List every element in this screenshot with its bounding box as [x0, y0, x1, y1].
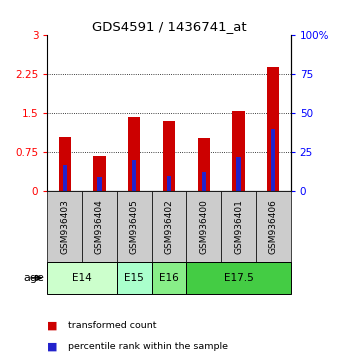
Bar	[167, 176, 171, 191]
Bar	[271, 129, 275, 191]
Text: GSM936400: GSM936400	[199, 199, 208, 254]
Text: E14: E14	[72, 273, 92, 283]
Bar	[132, 160, 136, 191]
Bar	[152, 191, 186, 262]
Text: GSM936406: GSM936406	[269, 199, 278, 254]
Bar	[186, 191, 221, 262]
Bar	[221, 191, 256, 262]
Bar	[233, 111, 245, 191]
Text: age: age	[23, 273, 44, 283]
Bar	[117, 262, 152, 294]
Text: GSM936402: GSM936402	[165, 199, 173, 254]
Bar	[93, 156, 105, 191]
Bar	[163, 121, 175, 191]
Bar	[186, 262, 291, 294]
Bar	[202, 172, 206, 191]
Bar	[256, 191, 291, 262]
Text: ■: ■	[47, 342, 58, 352]
Bar	[63, 165, 67, 191]
Text: GSM936401: GSM936401	[234, 199, 243, 254]
Title: GDS4591 / 1436741_at: GDS4591 / 1436741_at	[92, 20, 246, 33]
Bar	[47, 262, 117, 294]
Bar	[267, 67, 280, 191]
Text: transformed count: transformed count	[68, 321, 156, 330]
Bar	[97, 177, 101, 191]
Bar	[198, 138, 210, 191]
Bar	[58, 137, 71, 191]
Text: ■: ■	[47, 321, 58, 331]
Text: GSM936404: GSM936404	[95, 199, 104, 254]
Bar	[152, 262, 186, 294]
Bar	[128, 117, 140, 191]
Text: E16: E16	[159, 273, 179, 283]
Bar	[47, 191, 82, 262]
Text: percentile rank within the sample: percentile rank within the sample	[68, 342, 227, 352]
Text: GSM936403: GSM936403	[60, 199, 69, 254]
Bar	[82, 191, 117, 262]
Bar	[117, 191, 152, 262]
Text: E17.5: E17.5	[224, 273, 254, 283]
Bar	[237, 157, 241, 191]
Text: GSM936405: GSM936405	[130, 199, 139, 254]
Text: E15: E15	[124, 273, 144, 283]
